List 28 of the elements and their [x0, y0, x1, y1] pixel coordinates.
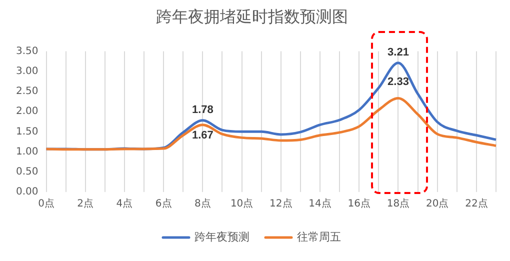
x-tick-label: 4点 — [116, 198, 133, 210]
y-tick-label: 3.00 — [16, 66, 38, 77]
legend-label: 往常周五 — [297, 230, 341, 244]
y-tick-label: 2.00 — [16, 106, 38, 118]
x-tick-label: 0点 — [38, 198, 54, 210]
y-tick-label: 0.50 — [16, 166, 38, 178]
data-label: 2.33 — [388, 76, 409, 88]
y-tick-label: 2.50 — [16, 86, 38, 98]
x-tick-label: 10点 — [230, 198, 254, 210]
y-tick-label: 3.50 — [16, 46, 38, 57]
x-tick-label: 6点 — [155, 198, 172, 210]
chart-title: 跨年夜拥堵延时指数预测图 — [156, 6, 348, 26]
data-label: 3.21 — [388, 46, 409, 58]
line-series — [45, 97, 498, 151]
y-tick-label: 0.00 — [16, 186, 38, 198]
x-tick-label: 22点 — [465, 198, 488, 210]
x-tick-label: 18点 — [386, 198, 410, 210]
x-tick-label: 2点 — [77, 198, 94, 210]
y-tick-label: 1.00 — [16, 146, 38, 158]
x-tick-label: 16点 — [348, 198, 370, 210]
x-tick-label: 14点 — [308, 198, 332, 210]
x-tick-label: 12点 — [270, 198, 292, 210]
legend-label: 跨年夜预测 — [194, 230, 250, 244]
x-tick-label: 8点 — [194, 198, 211, 210]
x-tick-label: 20点 — [426, 198, 449, 210]
y-tick-label: 1.50 — [16, 126, 38, 138]
data-label: 1.67 — [192, 129, 214, 142]
data-label: 1.78 — [192, 104, 214, 116]
